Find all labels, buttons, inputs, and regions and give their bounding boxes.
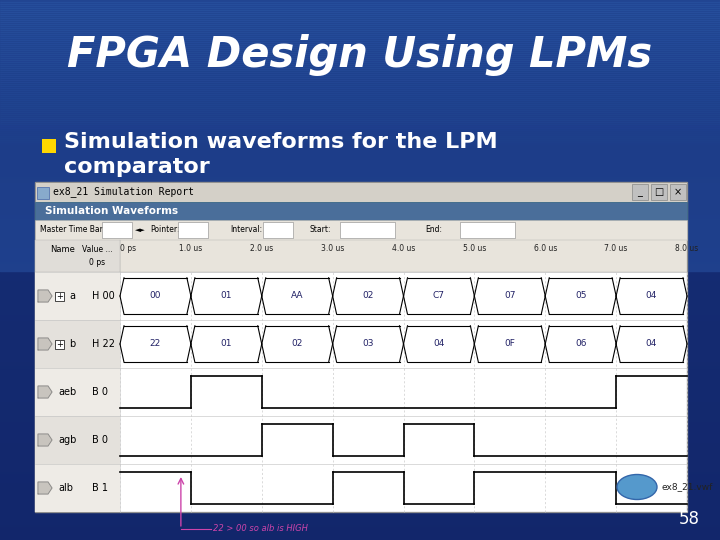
Text: ◄►: ◄►: [135, 227, 145, 233]
Text: 0 ps: 0 ps: [275, 226, 291, 234]
Text: aeb: aeb: [58, 387, 76, 397]
Bar: [35, 272, 120, 320]
Text: 4.0 us: 4.0 us: [392, 245, 415, 253]
Text: H 00: H 00: [92, 291, 114, 301]
Bar: [263, 222, 293, 238]
Text: a: a: [69, 291, 75, 301]
Text: _: _: [638, 187, 642, 197]
Polygon shape: [38, 386, 52, 398]
Text: 0F: 0F: [505, 340, 516, 348]
Polygon shape: [38, 482, 52, 494]
Text: alb: alb: [58, 483, 73, 493]
Text: ex8_21.vwf: ex8_21.vwf: [662, 483, 714, 491]
Text: 04: 04: [646, 292, 657, 300]
Bar: [35, 220, 687, 240]
Text: 5.0 us: 5.0 us: [463, 245, 486, 253]
Text: Simulation waveforms for the LPM: Simulation waveforms for the LPM: [64, 132, 498, 152]
Text: 8.0 us: 8.0 us: [675, 245, 698, 253]
Ellipse shape: [617, 475, 657, 500]
Text: 01: 01: [220, 292, 232, 300]
Text: □: □: [654, 187, 664, 197]
Bar: [35, 202, 687, 220]
Text: 58: 58: [679, 510, 700, 528]
Text: Master Time Bar:: Master Time Bar:: [40, 226, 105, 234]
Text: Start:: Start:: [310, 226, 331, 234]
Bar: [55, 340, 64, 349]
Text: agb: agb: [58, 435, 76, 445]
Bar: [340, 222, 395, 238]
Text: 04: 04: [433, 340, 445, 348]
Text: 07: 07: [504, 292, 516, 300]
Bar: [37, 187, 49, 199]
Bar: [35, 272, 120, 512]
Text: 22 > 00 so alb is HIGH: 22 > 00 so alb is HIGH: [213, 524, 307, 534]
Bar: [35, 368, 120, 416]
Text: 04: 04: [646, 340, 657, 348]
Text: 0 ps: 0 ps: [190, 226, 206, 234]
Text: 0 ps: 0 ps: [89, 258, 105, 267]
Text: Interval:: Interval:: [230, 226, 262, 234]
Text: 7.0 us: 7.0 us: [604, 245, 628, 253]
Text: B 0: B 0: [92, 387, 108, 397]
Text: comparator: comparator: [64, 157, 210, 177]
Bar: [120, 272, 687, 512]
Bar: [35, 182, 687, 202]
Bar: [670, 184, 686, 200]
Text: Value ...: Value ...: [81, 245, 112, 254]
Text: Name: Name: [50, 245, 76, 254]
Text: End:: End:: [425, 226, 442, 234]
Text: 01: 01: [220, 340, 232, 348]
Text: AA: AA: [291, 292, 303, 300]
Text: +: +: [56, 292, 63, 301]
Text: 02: 02: [362, 292, 374, 300]
Bar: [632, 184, 648, 200]
Text: 00: 00: [150, 292, 161, 300]
Text: 05: 05: [575, 292, 586, 300]
Text: B 0: B 0: [92, 435, 108, 445]
Text: 0 ps: 0 ps: [113, 226, 129, 234]
Text: 22: 22: [150, 340, 161, 348]
Text: 3.0 us: 3.0 us: [321, 245, 344, 253]
Bar: [35, 320, 120, 368]
Bar: [35, 464, 120, 512]
Text: 02: 02: [292, 340, 303, 348]
Bar: [42, 139, 56, 153]
Polygon shape: [38, 434, 52, 446]
Text: 2.0 us: 2.0 us: [250, 245, 274, 253]
Text: b: b: [69, 339, 76, 349]
Text: +: +: [56, 340, 63, 349]
Bar: [35, 240, 120, 272]
Bar: [120, 240, 687, 272]
Bar: [35, 182, 687, 512]
Bar: [651, 184, 667, 200]
Polygon shape: [38, 338, 52, 350]
Bar: [102, 222, 132, 238]
Polygon shape: [38, 290, 52, 302]
Bar: [460, 222, 515, 238]
Text: B 1: B 1: [92, 483, 108, 493]
Text: C7: C7: [433, 292, 445, 300]
Text: 0 ps: 0 ps: [120, 245, 136, 253]
Text: Pointer:: Pointer:: [150, 226, 179, 234]
Text: 6.0 us: 6.0 us: [534, 245, 557, 253]
Text: 06: 06: [575, 340, 586, 348]
Text: ex8_21 Simulation Report: ex8_21 Simulation Report: [53, 186, 194, 198]
Text: Simulation Waveforms: Simulation Waveforms: [45, 206, 178, 216]
Bar: [178, 222, 208, 238]
Text: H 22: H 22: [92, 339, 115, 349]
Text: 1.0 us: 1.0 us: [179, 245, 202, 253]
Text: FPGA Design Using LPMs: FPGA Design Using LPMs: [68, 34, 652, 76]
Bar: [55, 292, 64, 301]
Bar: [35, 416, 120, 464]
Text: ×: ×: [674, 187, 682, 197]
Text: 03: 03: [362, 340, 374, 348]
